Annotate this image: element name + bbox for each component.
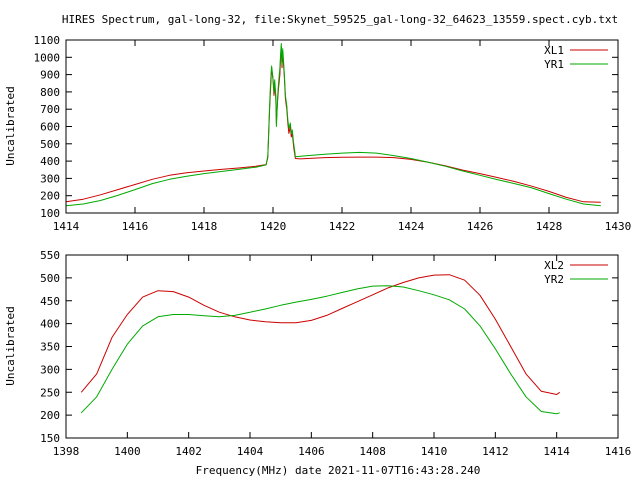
x-tick-label: 1414 (53, 220, 80, 233)
y-tick-label: 150 (40, 432, 60, 445)
y-tick-label: 1000 (34, 51, 61, 64)
bottom-panel: 1398 1400 1402 1404 1406 1408 1410 1412 1414 1416… (4, 249, 631, 458)
y-tick-label: 450 (40, 295, 60, 308)
x-tick-label: 1428 (536, 220, 563, 233)
x-tick-label: 1420 (260, 220, 287, 233)
x-tick-label: 1422 (329, 220, 356, 233)
y-tick-label: 900 (40, 69, 60, 82)
x-tick-label: 1402 (175, 445, 202, 458)
y-tick-label: 400 (40, 155, 60, 168)
y-tick-label: 300 (40, 363, 60, 376)
y-axis-label: Uncalibrated (4, 306, 17, 385)
series-line-xl1 (65, 46, 601, 203)
series-line-yr2 (80, 285, 560, 415)
y-tick-label: 400 (40, 318, 60, 331)
y-tick-label: 200 (40, 190, 60, 203)
y-tick-label: 200 (40, 409, 60, 422)
y-tick-label: 500 (40, 138, 60, 151)
legend-label: XL1 (544, 44, 564, 57)
x-tick-label: 1418 (191, 220, 218, 233)
y-axis-label: Uncalibrated (4, 86, 17, 165)
series-line-yr1 (65, 43, 601, 207)
x-tick-label: 1408 (359, 445, 386, 458)
y-tick-label: 550 (40, 249, 60, 262)
x-tick-label: 1414 (543, 445, 570, 458)
y-tick-label: 250 (40, 386, 60, 399)
x-tick-label: 1406 (298, 445, 325, 458)
series-line-xl2 (80, 274, 560, 395)
y-tick-label: 1100 (34, 34, 61, 47)
x-tick-label: 1400 (114, 445, 141, 458)
x-tick-label: 1424 (398, 220, 425, 233)
x-tick-label: 1416 (605, 445, 632, 458)
x-tick-label: 1430 (605, 220, 632, 233)
x-tick-label: 1426 (467, 220, 494, 233)
plot-frame (65, 254, 619, 439)
legend-label: YR2 (544, 273, 564, 286)
x-tick-label: 1404 (237, 445, 264, 458)
chart-title: HIRES Spectrum, gal-long-32, file:Skynet… (62, 13, 618, 26)
x-tick-label: 1416 (122, 220, 149, 233)
y-tick-label: 600 (40, 121, 60, 134)
x-tick-label: 1398 (53, 445, 80, 458)
legend-label: YR1 (544, 58, 564, 71)
y-tick-label: 700 (40, 103, 60, 116)
y-tick-label: 300 (40, 172, 60, 185)
x-tick-label: 1412 (482, 445, 509, 458)
y-tick-label: 800 (40, 86, 60, 99)
top-panel: 1414 1416 1418 1420 1422 1424 1426 1428 1430 100 2… (4, 34, 631, 233)
legend-label: XL2 (544, 259, 564, 272)
x-axis-label: Frequency(MHz) date 2021-11-07T16:43:28.… (196, 464, 481, 477)
y-tick-label: 500 (40, 272, 60, 285)
x-tick-label: 1410 (421, 445, 448, 458)
y-tick-label: 350 (40, 341, 60, 354)
y-tick-label: 100 (40, 207, 60, 220)
